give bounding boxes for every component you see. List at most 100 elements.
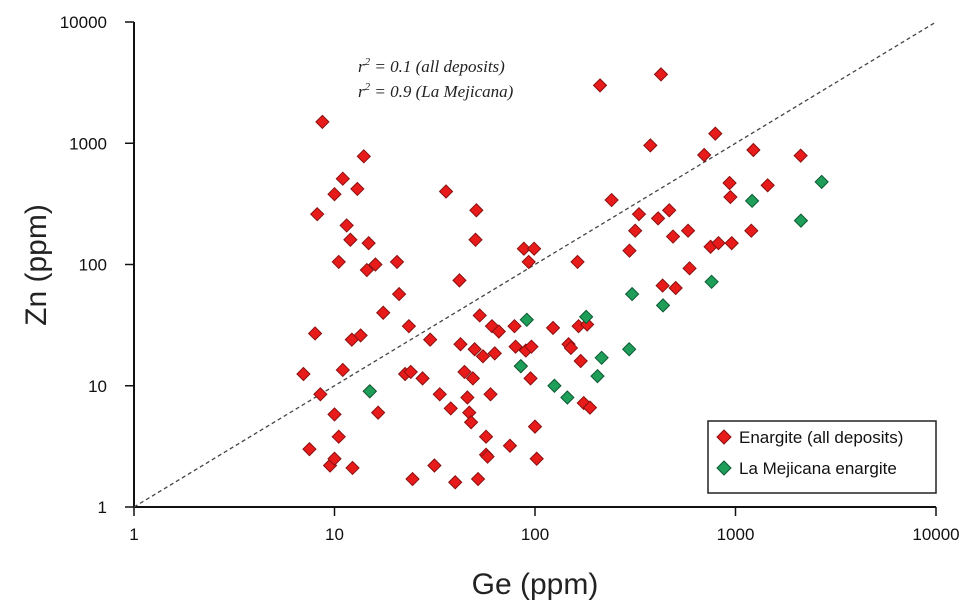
enargite-point [487, 346, 502, 361]
y-tick-label-10: 10 [88, 377, 107, 396]
y-tick-label-10000: 10000 [60, 13, 107, 32]
enargite-point [310, 206, 325, 222]
enargite-point [480, 449, 495, 464]
enargite-point [631, 206, 647, 222]
enargite-point [452, 273, 467, 288]
enargite-point [793, 148, 808, 163]
la-mejicana-point [519, 312, 534, 327]
enargite-point [438, 184, 454, 199]
enargite-point [524, 339, 539, 354]
enargite-point [523, 371, 538, 386]
enargite-point [521, 254, 536, 270]
annotation-r2-mejicana: r2 = 0.9 (La Mejicana) [358, 81, 514, 101]
enargite-point [653, 67, 669, 82]
la-mejicana-point [621, 342, 637, 357]
enargite-point [296, 366, 311, 382]
enargite-point [491, 324, 507, 339]
enargite-point [469, 203, 484, 218]
enargite-point [711, 235, 726, 251]
enargite-point [415, 371, 430, 386]
annotation-r2-all-r: r [358, 57, 365, 76]
y-tick-label-1000: 1000 [69, 134, 107, 153]
enargite-point [302, 441, 317, 457]
enargite-point [427, 458, 442, 473]
enargite-point [405, 471, 420, 487]
enargite-point [746, 142, 761, 158]
enargite-point [724, 235, 739, 251]
enargite-point [668, 280, 683, 296]
la-mejicana-point [513, 358, 529, 374]
annotation-r2-all: r2 = 0.1 (all deposits) [358, 56, 505, 76]
x-tick-label-10000: 10000 [912, 525, 959, 544]
la-mejicana-point [814, 174, 829, 190]
la-mejicana-point [624, 286, 640, 302]
enargite-point [708, 126, 723, 141]
enargite-point [331, 254, 346, 270]
y-axis-title: Zn (ppm) [20, 204, 53, 326]
enargite-point [345, 460, 360, 476]
x-tick-label-1000: 1000 [717, 525, 755, 544]
x-tick-label-10: 10 [325, 525, 344, 544]
enargite-point [401, 318, 417, 334]
one-to-one-reference-line [133, 21, 937, 508]
la-mejicana-point [578, 309, 594, 325]
enargite-point [370, 405, 386, 420]
enargite-point [376, 305, 391, 320]
enargite-point [350, 181, 365, 197]
legend: Enargite (all deposits) La Mejicana enar… [707, 420, 937, 494]
enargite-point [389, 254, 405, 270]
enargite-point [744, 223, 759, 238]
la-mejicana-point [744, 193, 760, 209]
enargite-point [622, 243, 637, 258]
enargite-point [650, 211, 666, 226]
la-mejicana-point [547, 378, 562, 393]
y-tick-label-100: 100 [79, 256, 107, 275]
tick-labels: 1 10 100 1000 10000 1 10 100 1000 10000 [60, 13, 960, 544]
series-la-mejicana [362, 174, 829, 405]
enargite-point [508, 339, 523, 354]
la-mejicana-point [793, 213, 809, 228]
enargite-point [368, 257, 383, 272]
enargite-point [627, 223, 643, 238]
enargite-point [335, 171, 351, 186]
enargite-point [307, 326, 323, 341]
enargite-point [463, 415, 479, 430]
enargite-point [353, 328, 368, 343]
enargite-point [335, 362, 351, 378]
legend-label-la-mejicana: La Mejicana enargite [739, 459, 897, 478]
enargite-point [563, 340, 579, 356]
enargite-point [723, 189, 738, 205]
enargite-point [573, 353, 588, 369]
enargite-point [570, 254, 585, 270]
x-tick-label-1: 1 [129, 525, 138, 544]
enargite-point [453, 337, 468, 352]
enargite-point [467, 342, 482, 357]
enargite-point [475, 349, 491, 364]
la-mejicana-point [594, 350, 609, 366]
enargite-point [643, 138, 658, 153]
enargite-point [527, 419, 543, 434]
enargite-point [682, 261, 697, 276]
enargite-point [457, 364, 472, 380]
annotation-r2-all-text: = 0.1 (all deposits) [370, 57, 505, 76]
enargite-point [356, 149, 372, 164]
enargite-point [478, 429, 494, 444]
annotation-r2-mejicana-sup: 2 [365, 81, 371, 93]
enargite-point [545, 320, 561, 336]
enargite-point [339, 218, 354, 233]
enargite-point [327, 407, 342, 422]
enargite-point [665, 229, 681, 244]
enargite-point [470, 471, 486, 487]
la-mejicana-point [560, 390, 575, 405]
enargite-point [592, 78, 608, 93]
enargite-point [526, 241, 542, 256]
enargite-point [327, 186, 342, 202]
enargite-point [465, 371, 481, 386]
enargite-point [696, 147, 712, 163]
enargite-point [432, 387, 447, 402]
enargite-point [331, 429, 346, 444]
enargite-point [516, 241, 532, 256]
enargite-point [313, 387, 328, 402]
legend-marker-enargite [716, 429, 732, 445]
enargite-point [483, 387, 498, 402]
